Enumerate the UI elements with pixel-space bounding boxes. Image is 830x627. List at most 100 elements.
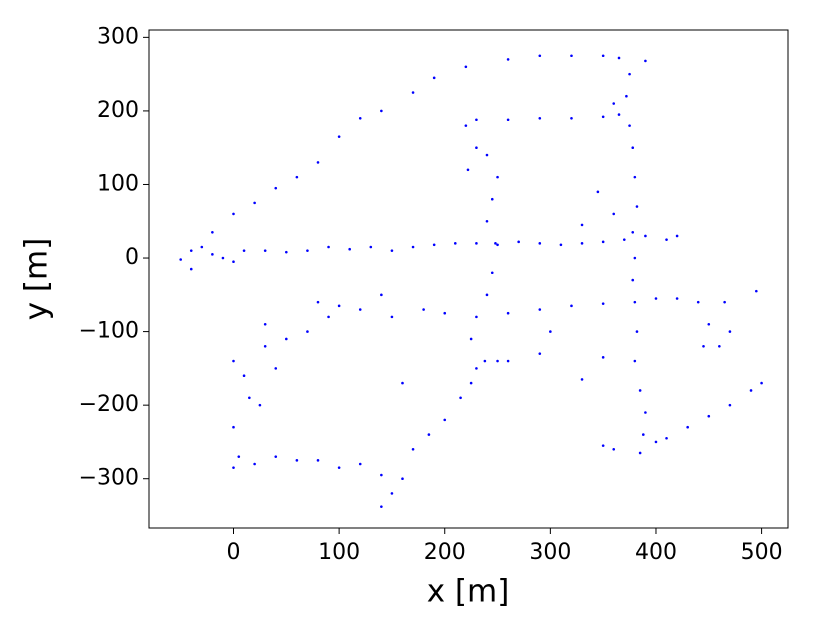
point xyxy=(232,466,235,469)
point xyxy=(179,258,182,261)
point xyxy=(707,322,711,326)
point xyxy=(469,381,473,385)
point xyxy=(538,242,542,245)
point xyxy=(358,462,362,466)
point xyxy=(644,234,647,238)
point xyxy=(358,308,362,311)
point xyxy=(306,330,309,333)
point xyxy=(580,378,584,381)
point xyxy=(622,238,626,241)
point xyxy=(348,247,351,251)
point xyxy=(601,54,605,58)
point xyxy=(760,381,763,385)
point xyxy=(494,242,497,245)
point xyxy=(443,311,447,315)
point xyxy=(631,278,635,282)
point xyxy=(601,115,605,119)
point xyxy=(485,153,489,157)
point xyxy=(316,300,320,304)
point xyxy=(411,245,415,249)
point xyxy=(496,243,499,247)
point xyxy=(189,267,193,271)
point xyxy=(422,308,425,311)
point xyxy=(635,330,639,333)
point xyxy=(483,359,487,363)
point xyxy=(675,234,679,238)
point xyxy=(253,201,256,205)
point xyxy=(432,243,436,247)
point xyxy=(633,175,637,179)
point xyxy=(401,477,404,481)
point xyxy=(242,249,246,252)
point xyxy=(274,455,278,458)
point xyxy=(380,293,383,297)
x-tick-label: 100 xyxy=(318,540,360,565)
point xyxy=(538,116,542,120)
point xyxy=(596,190,600,194)
point xyxy=(490,271,494,275)
point xyxy=(631,230,635,234)
point xyxy=(411,91,415,94)
point xyxy=(517,240,520,244)
point xyxy=(601,356,605,359)
point xyxy=(316,161,320,164)
point xyxy=(475,118,478,122)
point xyxy=(232,212,235,216)
point xyxy=(295,175,299,179)
point xyxy=(464,124,468,127)
y-axis-label: y [m] xyxy=(19,238,55,321)
point xyxy=(580,223,584,227)
point xyxy=(390,315,394,319)
point xyxy=(390,249,394,252)
point xyxy=(464,65,468,69)
point xyxy=(274,367,278,370)
y-tick-label: 300 xyxy=(97,24,139,49)
point xyxy=(538,54,542,58)
point xyxy=(274,186,278,190)
point xyxy=(337,304,341,308)
point xyxy=(723,300,726,304)
point xyxy=(263,345,267,348)
point xyxy=(337,135,341,138)
y-tick-label: 200 xyxy=(97,98,139,123)
point xyxy=(258,403,262,407)
point xyxy=(466,168,470,172)
point xyxy=(665,436,668,440)
point xyxy=(654,440,658,444)
point xyxy=(707,414,711,418)
point xyxy=(285,250,288,254)
x-tick-label: 0 xyxy=(226,540,240,565)
point xyxy=(506,58,510,61)
point xyxy=(570,304,573,308)
point xyxy=(718,345,721,348)
point xyxy=(369,245,373,249)
point xyxy=(612,447,616,451)
point xyxy=(337,466,341,469)
point xyxy=(538,308,542,311)
point xyxy=(570,116,573,120)
point xyxy=(749,389,753,392)
point xyxy=(702,345,705,348)
point xyxy=(232,260,235,264)
point xyxy=(612,212,616,216)
point xyxy=(475,367,478,370)
point xyxy=(665,238,668,241)
point xyxy=(475,315,478,319)
point xyxy=(631,146,635,149)
point xyxy=(390,492,394,495)
point xyxy=(728,403,732,407)
point xyxy=(211,253,214,256)
x-tick-label: 500 xyxy=(741,540,783,565)
point xyxy=(232,425,235,429)
point xyxy=(580,242,584,245)
point xyxy=(316,459,320,462)
point xyxy=(506,359,510,363)
point xyxy=(237,455,241,458)
point xyxy=(358,116,362,120)
y-tick-label: 100 xyxy=(97,171,139,196)
point xyxy=(380,473,383,477)
point xyxy=(625,94,628,98)
point xyxy=(189,249,193,252)
point xyxy=(459,396,462,400)
point xyxy=(638,389,642,392)
